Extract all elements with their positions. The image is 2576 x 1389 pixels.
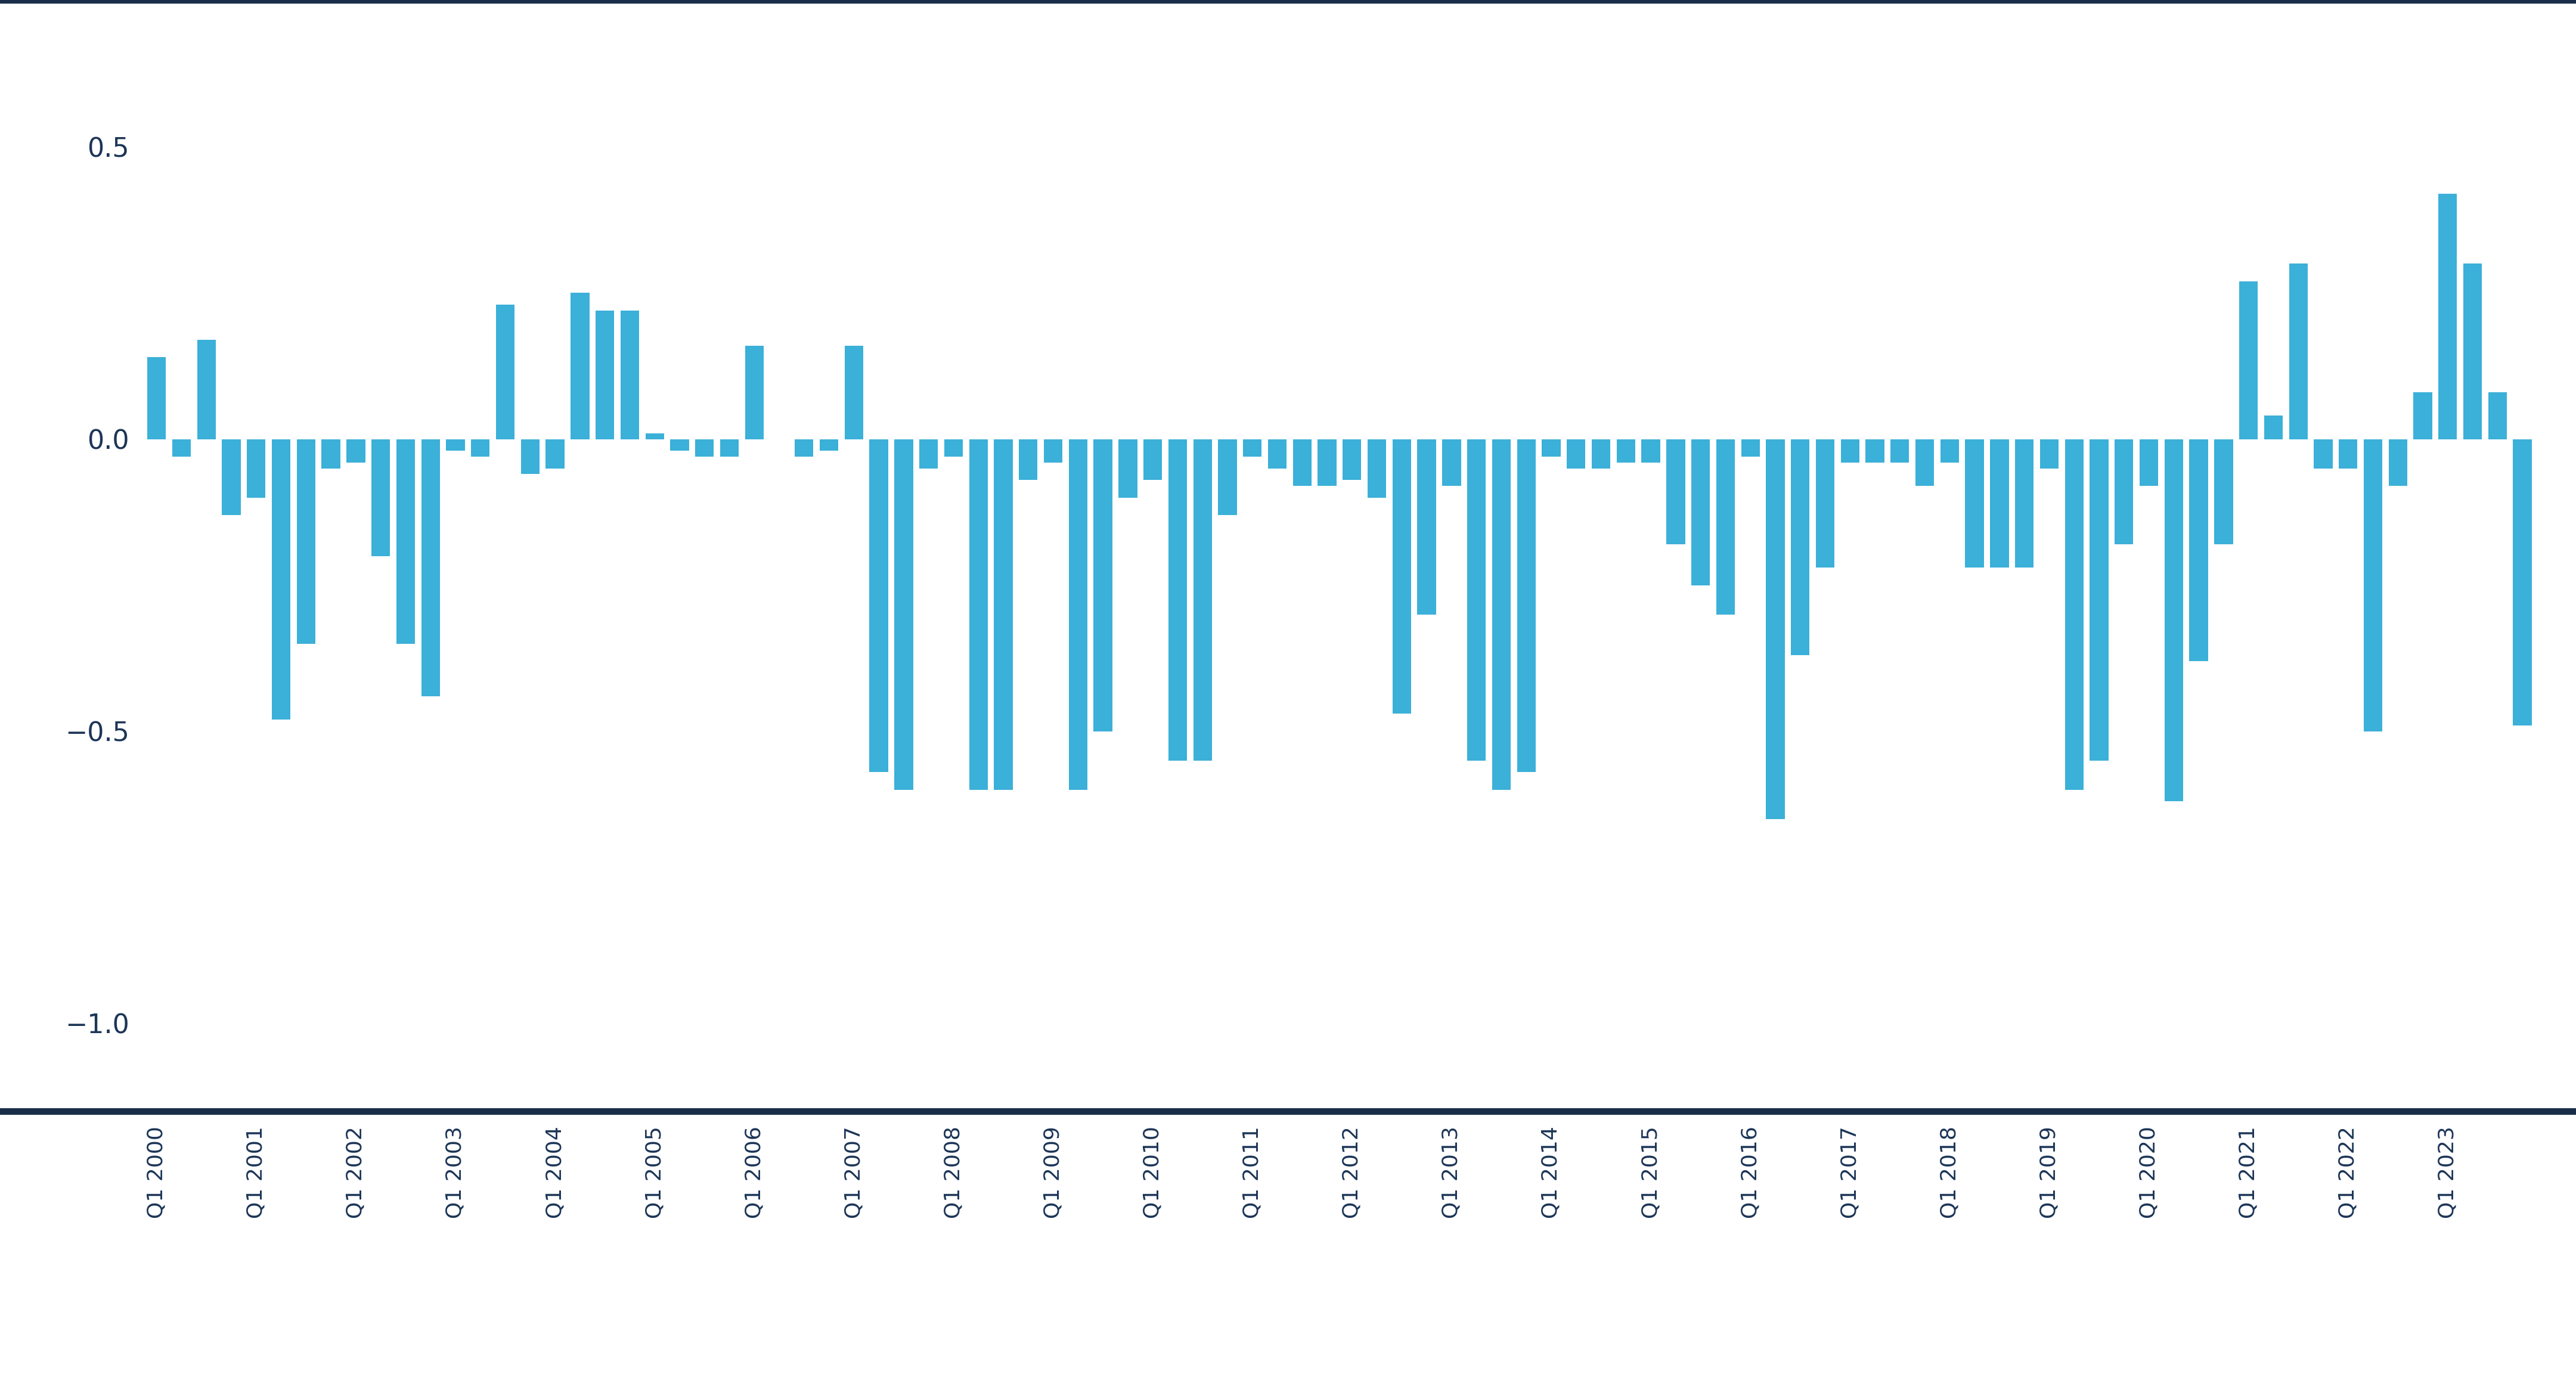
Bar — [1095, 439, 1113, 732]
Bar — [1692, 439, 1710, 585]
Bar — [2414, 392, 2432, 439]
Bar — [969, 439, 987, 790]
Bar — [1069, 439, 1087, 790]
Bar — [1267, 439, 1285, 468]
Bar — [1517, 439, 1535, 772]
Bar — [2313, 439, 2331, 468]
Bar — [721, 439, 739, 457]
Bar — [1319, 439, 1337, 486]
Bar — [2141, 439, 2159, 486]
Bar — [845, 346, 863, 439]
Bar — [2115, 439, 2133, 544]
Bar — [1842, 439, 1860, 463]
Bar — [147, 357, 165, 439]
Bar — [945, 439, 963, 457]
Bar — [696, 439, 714, 457]
Bar — [1443, 439, 1461, 486]
Bar — [198, 340, 216, 439]
Bar — [2164, 439, 2182, 801]
Bar — [1940, 439, 1958, 463]
Bar — [1043, 439, 1061, 463]
Bar — [1293, 439, 1311, 486]
Bar — [994, 439, 1012, 790]
Bar — [1020, 439, 1038, 481]
Bar — [1618, 439, 1636, 463]
Bar — [621, 311, 639, 439]
Bar — [1118, 439, 1136, 497]
Bar — [920, 439, 938, 468]
Bar — [520, 439, 538, 474]
Bar — [1865, 439, 1883, 463]
Bar — [1244, 439, 1262, 457]
Bar — [371, 439, 389, 556]
Bar — [2215, 439, 2233, 544]
Bar — [819, 439, 837, 451]
Bar — [322, 439, 340, 468]
Bar — [2339, 439, 2357, 468]
Bar — [2089, 439, 2107, 761]
Bar — [1368, 439, 1386, 497]
Bar — [2040, 439, 2058, 468]
Bar — [348, 439, 366, 463]
Bar — [1543, 439, 1561, 457]
Bar — [273, 439, 291, 720]
Bar — [2365, 439, 2383, 732]
Bar — [572, 293, 590, 439]
Bar — [1218, 439, 1236, 515]
Bar — [1417, 439, 1435, 614]
Bar — [1492, 439, 1510, 790]
Bar — [546, 439, 564, 468]
Bar — [1816, 439, 1834, 568]
Bar — [595, 311, 613, 439]
Bar — [446, 439, 464, 451]
Bar — [471, 439, 489, 457]
Bar — [1790, 439, 1808, 656]
Bar — [871, 439, 889, 772]
Bar — [2488, 392, 2506, 439]
Bar — [1193, 439, 1211, 761]
Bar — [1641, 439, 1659, 463]
Bar — [2190, 439, 2208, 661]
Bar — [422, 439, 440, 696]
Bar — [397, 439, 415, 643]
Bar — [247, 439, 265, 497]
Bar — [670, 439, 688, 451]
Bar — [2239, 282, 2257, 439]
Bar — [796, 439, 814, 457]
Bar — [1741, 439, 1759, 457]
Bar — [2439, 193, 2458, 439]
Bar — [1468, 439, 1486, 761]
Bar — [647, 433, 665, 439]
Bar — [1170, 439, 1188, 761]
Bar — [1716, 439, 1734, 614]
Bar — [744, 346, 762, 439]
Bar — [173, 439, 191, 457]
Bar — [1566, 439, 1584, 468]
Bar — [296, 439, 314, 643]
Bar — [2388, 439, 2406, 486]
Bar — [1767, 439, 1785, 820]
Bar — [1342, 439, 1360, 481]
Bar — [497, 304, 515, 439]
Bar — [894, 439, 912, 790]
Bar — [2014, 439, 2032, 568]
Bar — [1917, 439, 1935, 486]
Bar — [1891, 439, 1909, 463]
Bar — [1667, 439, 1685, 544]
Bar — [1592, 439, 1610, 468]
Bar — [2514, 439, 2532, 725]
Bar — [1965, 439, 1984, 568]
Bar — [1144, 439, 1162, 481]
Bar — [2290, 264, 2308, 439]
Bar — [2463, 264, 2481, 439]
Bar — [222, 439, 240, 515]
Bar — [2264, 415, 2282, 439]
Bar — [1991, 439, 2009, 568]
Bar — [2066, 439, 2084, 790]
Bar — [1394, 439, 1412, 714]
